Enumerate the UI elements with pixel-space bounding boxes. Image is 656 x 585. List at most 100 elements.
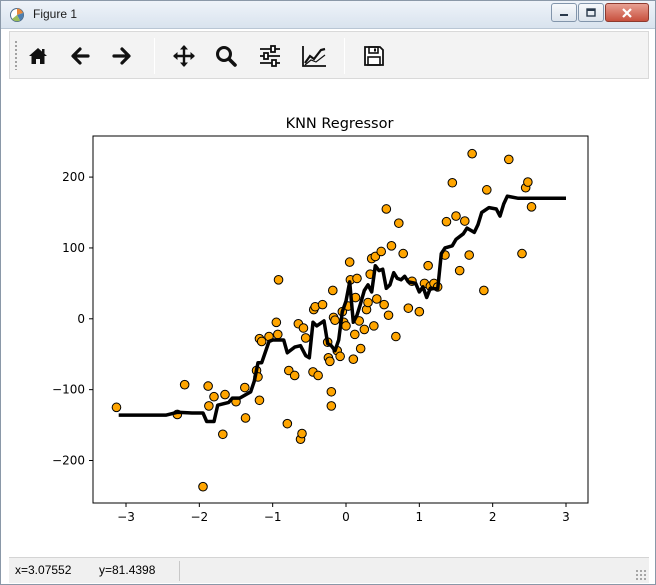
navigation-toolbar — [9, 31, 649, 79]
data-point — [220, 389, 230, 400]
resize-grip[interactable] — [635, 569, 647, 581]
maximize-icon — [586, 7, 596, 17]
minimize-icon — [560, 13, 568, 16]
data-point — [179, 379, 190, 390]
cursor-y-readout: y=81.4398 — [99, 563, 156, 577]
magnifier-icon — [216, 46, 237, 67]
data-point — [326, 386, 337, 397]
data-point — [376, 246, 387, 257]
data-point — [372, 294, 382, 304]
toolbar-separator — [154, 38, 155, 74]
back-button[interactable] — [64, 40, 96, 72]
arrow-left-icon — [71, 47, 90, 65]
data-point — [386, 241, 397, 251]
home-button[interactable] — [22, 40, 54, 72]
close-button[interactable] — [605, 3, 649, 22]
data-point — [325, 356, 335, 367]
data-point — [218, 429, 228, 440]
data-point — [423, 260, 433, 271]
data-point — [209, 391, 219, 402]
data-point — [383, 310, 394, 321]
x-tick-label: 0 — [342, 510, 350, 524]
data-point — [111, 402, 122, 413]
data-point — [403, 303, 414, 313]
y-tick-label: −100 — [52, 383, 85, 397]
data-point — [328, 285, 338, 296]
data-point — [203, 381, 213, 391]
toolbar-grip[interactable] — [14, 40, 18, 70]
data-point — [344, 257, 355, 267]
data-point — [379, 299, 389, 310]
data-point — [359, 324, 370, 335]
data-point — [330, 315, 340, 326]
status-bar: x=3.07552 y=81.4398 — [9, 557, 649, 583]
matplotlib-icon — [10, 8, 24, 22]
zoom-button[interactable] — [210, 40, 242, 72]
y-tick-label: −200 — [52, 453, 85, 467]
chart-title: KNN Regressor — [286, 116, 394, 132]
x-tick-label: 2 — [489, 510, 497, 524]
data-point — [271, 317, 282, 328]
data-point — [464, 250, 475, 260]
subplots-button[interactable] — [254, 40, 286, 72]
data-point — [504, 154, 514, 165]
data-point — [256, 336, 267, 347]
toolbar-separator — [344, 38, 345, 74]
data-point — [298, 323, 309, 333]
data-point — [391, 331, 401, 342]
knn-plot[interactable]: KNN Regressor −3 −2 −1 0 1 2 3 −200 −100 0 100 200 — [9, 81, 649, 555]
data-point — [394, 218, 404, 228]
data-point — [447, 177, 458, 188]
x-tick-label: −1 — [264, 510, 282, 524]
home-icon — [29, 48, 47, 64]
data-point — [313, 370, 323, 381]
prediction-line — [118, 194, 566, 424]
data-point — [369, 321, 379, 331]
x-tick-label: −3 — [117, 510, 135, 524]
title-bar[interactable]: Figure 1 — [1, 1, 655, 29]
data-point — [348, 354, 359, 364]
regression-line — [118, 194, 566, 424]
data-point — [355, 343, 366, 354]
data-point — [523, 177, 533, 187]
sliders-icon — [260, 45, 280, 67]
data-point — [363, 297, 373, 308]
data-point — [441, 216, 452, 227]
data-point — [204, 401, 214, 411]
data-point — [482, 185, 492, 195]
y-tick-label: 100 — [62, 241, 85, 255]
x-tick-label: −2 — [190, 510, 208, 524]
pan-button[interactable] — [168, 40, 200, 72]
save-button[interactable] — [358, 40, 390, 72]
scatter-points — [111, 148, 537, 492]
data-point — [398, 248, 409, 259]
data-point — [198, 481, 208, 492]
data-point — [454, 265, 465, 276]
axis-ticks: −3 −2 −1 0 1 2 3 −200 −100 0 100 200 — [52, 170, 570, 524]
move-icon — [173, 45, 195, 67]
data-point — [297, 428, 307, 439]
customize-button[interactable] — [298, 40, 330, 72]
status-separator — [179, 561, 180, 581]
data-point — [526, 202, 537, 212]
forward-button[interactable] — [106, 40, 138, 72]
close-icon — [622, 7, 632, 18]
data-point — [467, 148, 477, 159]
data-point — [254, 395, 265, 406]
data-point — [240, 382, 250, 393]
maximize-button[interactable] — [578, 3, 604, 22]
data-point — [451, 211, 461, 221]
data-point — [335, 351, 345, 362]
axes-frame — [92, 135, 589, 504]
arrow-right-icon — [112, 47, 131, 65]
figure-canvas[interactable]: KNN Regressor −3 −2 −1 0 1 2 3 −200 −100 0 100 200 — [9, 81, 649, 555]
data-point — [517, 248, 527, 259]
data-point — [300, 333, 311, 343]
data-point — [341, 321, 351, 331]
data-point — [273, 275, 284, 285]
minimize-button[interactable] — [551, 3, 577, 22]
cursor-x-readout: x=3.07552 — [15, 563, 72, 577]
line-chart-icon — [302, 46, 326, 67]
data-point — [350, 329, 360, 340]
